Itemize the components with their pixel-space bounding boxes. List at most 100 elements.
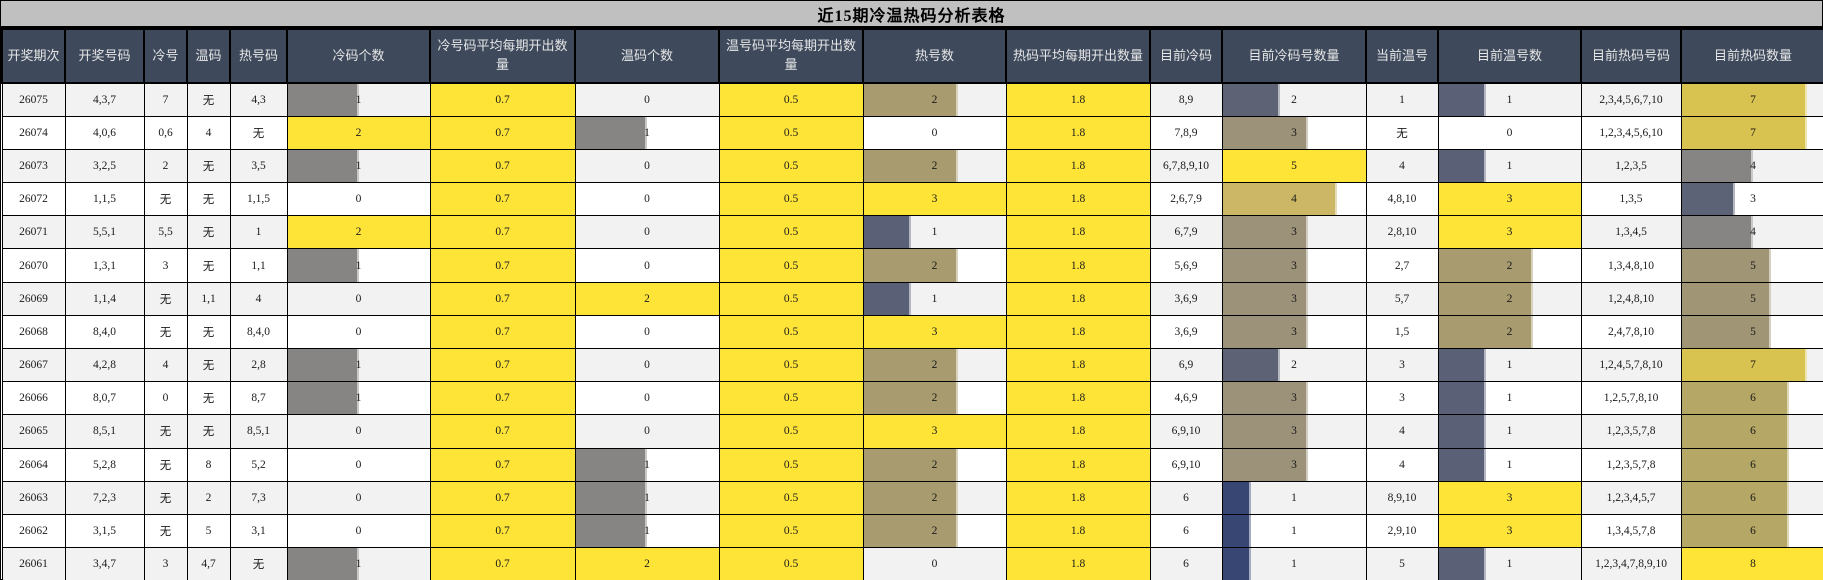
cell-value: 5,2: [251, 458, 266, 471]
cell-value: 0: [644, 392, 650, 405]
cell-value: 3: [1750, 193, 1756, 206]
cell-value: 26074: [19, 126, 48, 139]
cell-warm: 无: [186, 248, 231, 283]
cell-warm_count: 0: [574, 82, 720, 117]
cell-cold_avg: 0.7: [429, 248, 576, 283]
cell-value: 7,8,9: [1174, 126, 1198, 139]
cell-cur_hot: 1,2,5,7,8,10: [1580, 381, 1682, 416]
value-bar: [431, 84, 574, 116]
cell-cur_warm: 无: [1365, 115, 1439, 150]
cell-cur_warm_count: 3: [1437, 182, 1582, 217]
col-header-period: 开奖期次: [1, 28, 66, 84]
cell-value: 4: [1399, 458, 1405, 471]
value-bar: [1223, 316, 1309, 348]
value-bar: [1439, 183, 1580, 215]
cell-value: 2: [162, 159, 169, 172]
cell-cold: 0,6: [143, 115, 188, 150]
value-bar: [720, 482, 862, 514]
cell-value: 4: [1750, 159, 1756, 172]
value-bar: [720, 449, 862, 481]
cell-numbers: 3,1,5: [64, 513, 145, 549]
value-bar: [1223, 349, 1280, 381]
cell-value: 0.7: [495, 425, 510, 438]
cell-value: 0: [355, 292, 362, 305]
cell-value: 0.5: [783, 126, 799, 139]
value-bar: [576, 482, 647, 514]
cell-cold_avg: 0.7: [429, 314, 576, 350]
cell-value: 0.7: [495, 491, 510, 504]
cell-value: 0: [644, 193, 650, 206]
cell-value: 3,1: [251, 525, 266, 538]
cell-numbers: 5,2,8: [64, 447, 145, 482]
cell-cur_cold_count: 2: [1221, 347, 1367, 383]
cell-warm_avg: 0.5: [718, 182, 864, 217]
cell-warm_count: 0: [574, 148, 720, 184]
cell-hot_count: 3: [862, 182, 1007, 217]
cell-cur_hot_count: 8: [1680, 547, 1823, 580]
value-bar: [720, 117, 862, 149]
cell-hot_avg: 1.8: [1005, 248, 1151, 283]
cell-value: 3,5: [251, 159, 266, 172]
value-bar: [431, 449, 574, 481]
cell-value: 2,8,10: [1387, 226, 1417, 239]
cell-value: 26066: [19, 392, 48, 405]
cell-value: 1.8: [1070, 93, 1086, 106]
cell-value: 3: [162, 259, 169, 272]
cell-cur_cold_count: 3: [1221, 447, 1367, 482]
cell-period: 26064: [1, 447, 66, 482]
value-bar: [1223, 150, 1365, 182]
value-bar: [864, 84, 959, 116]
cell-value: 0: [355, 525, 362, 538]
value-bar: [720, 349, 862, 381]
cell-value: 2: [931, 458, 938, 471]
cell-value: 26069: [19, 292, 48, 305]
value-bar: [1007, 283, 1149, 315]
analysis-table: 开奖期次 开奖号码 冷号 温码 热号码 冷码个数 冷号码平均每期开出数量 温码个数 温号码平均每…: [1, 28, 1823, 580]
cell-warm_count: 1: [574, 480, 720, 515]
cell-value: 0.7: [495, 93, 510, 106]
cell-cur_warm_count: 0: [1437, 115, 1582, 150]
cell-value: 2: [1506, 292, 1513, 305]
cell-value: 6: [1750, 458, 1756, 471]
cell-value: 0: [931, 558, 938, 571]
cell-value: 2: [931, 359, 938, 372]
cell-value: 0: [162, 392, 169, 405]
cell-value: 7: [162, 93, 169, 106]
value-bar: [1682, 183, 1736, 215]
cell-cold_avg: 0.7: [429, 182, 576, 217]
cell-value: 1: [355, 359, 362, 372]
cell-hot_count: 2: [862, 447, 1007, 482]
value-bar: [288, 216, 429, 248]
cell-cur_warm_count: 1: [1437, 381, 1582, 416]
cell-hot_avg: 1.8: [1005, 281, 1151, 316]
value-bar: [1682, 482, 1789, 514]
cell-cur_hot_count: 6: [1680, 414, 1823, 449]
cell-value: 无: [202, 326, 215, 339]
cell-cur_cold_count: 4: [1221, 182, 1367, 217]
cell-hot_count: 2: [862, 513, 1007, 549]
cell-numbers: 8,0,7: [64, 381, 145, 416]
cell-cur_hot: 1,2,3,5,7,8: [1580, 414, 1682, 449]
cell-value: 26065: [19, 425, 48, 438]
cell-value: 1: [931, 292, 938, 305]
cell-value: 0: [931, 126, 938, 139]
value-bar: [1439, 249, 1534, 282]
cell-value: 4: [162, 359, 169, 372]
value-bar: [1682, 316, 1771, 348]
table-row: 26074 4,0,6 0,6 4 无 2 0.7 1 0.5 0 1.8 7,8,9 3 无 0 1,2,3…: [1, 115, 1823, 150]
cell-value: 3: [1291, 292, 1297, 305]
cell-value: 1,2,3,5: [1615, 159, 1647, 172]
cell-period: 26061: [1, 547, 66, 580]
value-bar: [1007, 150, 1149, 182]
value-bar: [720, 249, 862, 282]
cell-warm: 8: [186, 447, 231, 482]
cell-warm_count: 2: [574, 547, 720, 580]
cell-period: 26072: [1, 182, 66, 217]
cell-value: 0.5: [783, 226, 799, 239]
cell-cur_warm_count: 1: [1437, 447, 1582, 482]
cell-cur_cold: 2,6,7,9: [1149, 182, 1223, 217]
cell-value: 1: [1506, 425, 1513, 438]
value-bar: [1007, 249, 1149, 282]
cell-value: 26067: [19, 359, 48, 372]
value-bar: [431, 482, 574, 514]
